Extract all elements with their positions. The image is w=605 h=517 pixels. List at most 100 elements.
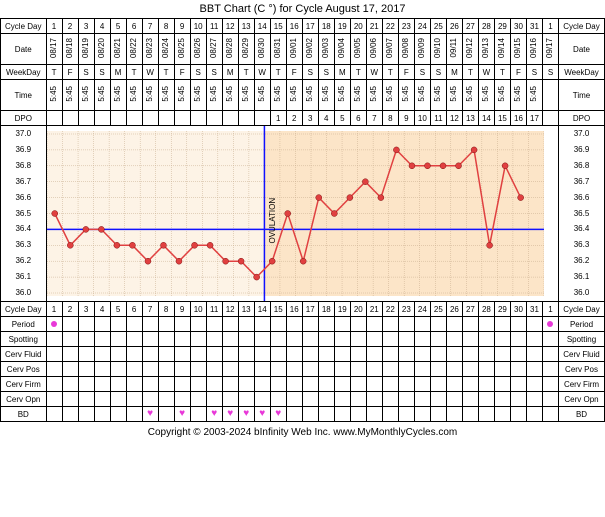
cerv-firm-cell <box>382 377 398 392</box>
weekday-cell: M <box>334 65 350 80</box>
cerv-fluid-cell <box>430 347 446 362</box>
dpo-cell: 17 <box>526 111 542 126</box>
cerv-firm-cell <box>302 377 318 392</box>
cerv-pos-label-right: Cerv Pos <box>559 362 605 377</box>
cerv-opn-cell <box>158 392 174 407</box>
cycle-day-cell: 15 <box>270 19 286 34</box>
dpo-cell <box>190 111 206 126</box>
spotting-cell <box>398 332 414 347</box>
cerv-fluid-cell <box>78 347 94 362</box>
bd-cell: ♥ <box>206 407 222 422</box>
cerv-fluid-cell <box>382 347 398 362</box>
cerv-fluid-cell <box>526 347 542 362</box>
date-cell: 08/23 <box>142 34 158 65</box>
cerv-pos-cell <box>382 362 398 377</box>
bd-cell <box>318 407 334 422</box>
date-cell: 09/03 <box>318 34 334 65</box>
heart-icon: ♥ <box>147 408 153 419</box>
cerv-fluid-cell <box>318 347 334 362</box>
weekday-cell: W <box>142 65 158 80</box>
cerv-opn-cell <box>254 392 270 407</box>
dpo-cell: 1 <box>270 111 286 126</box>
date-cell: 08/20 <box>94 34 110 65</box>
cerv-firm-cell <box>414 377 430 392</box>
dpo-cell: 7 <box>366 111 382 126</box>
cerv-opn-cell <box>510 392 526 407</box>
cycle-day-cell: 5 <box>110 19 126 34</box>
weekday-cell: S <box>302 65 318 80</box>
cerv-opn-label-right: Cerv Opn <box>559 392 605 407</box>
period-label-left: Period <box>1 317 47 332</box>
weekday-label-left: WeekDay <box>1 65 47 80</box>
dpo-cell: 5 <box>334 111 350 126</box>
time-cell <box>542 80 558 111</box>
bd-cell <box>398 407 414 422</box>
dpo-cell: 14 <box>478 111 494 126</box>
cerv-pos-cell <box>238 362 254 377</box>
cerv-firm-cell <box>254 377 270 392</box>
cerv-opn-cell <box>414 392 430 407</box>
period-cell <box>414 317 430 332</box>
cycle-day-bottom-cell: 26 <box>446 302 462 317</box>
spotting-cell <box>78 332 94 347</box>
cerv-fluid-cell <box>46 347 62 362</box>
cerv-firm-label-right: Cerv Firm <box>559 377 605 392</box>
cerv-fluid-label-right: Cerv Fluid <box>559 347 605 362</box>
cerv-fluid-cell <box>190 347 206 362</box>
cerv-opn-cell <box>350 392 366 407</box>
bd-cell: ♥ <box>222 407 238 422</box>
cycle-day-cell: 30 <box>510 19 526 34</box>
cerv-pos-cell <box>286 362 302 377</box>
spotting-cell <box>62 332 78 347</box>
cerv-opn-cell <box>78 392 94 407</box>
weekday-cell: S <box>94 65 110 80</box>
cycle-day-cell: 11 <box>206 19 222 34</box>
cerv-pos-cell <box>174 362 190 377</box>
period-cell <box>494 317 510 332</box>
period-cell <box>62 317 78 332</box>
date-cell: 08/25 <box>174 34 190 65</box>
date-cell: 08/22 <box>126 34 142 65</box>
cycle-day-cell: 3 <box>78 19 94 34</box>
period-cell <box>206 317 222 332</box>
time-cell: 5:45 <box>110 80 126 111</box>
time-cell: 5:45 <box>510 80 526 111</box>
cycle-day-cell: 14 <box>254 19 270 34</box>
dpo-cell <box>126 111 142 126</box>
cerv-firm-cell <box>510 377 526 392</box>
cycle-day-bottom-cell: 25 <box>430 302 446 317</box>
cycle-day-cell: 21 <box>366 19 382 34</box>
time-cell: 5:45 <box>190 80 206 111</box>
cerv-firm-cell <box>238 377 254 392</box>
weekday-cell: W <box>254 65 270 80</box>
heart-icon: ♥ <box>243 408 249 419</box>
spotting-cell <box>542 332 558 347</box>
cerv-fluid-cell <box>158 347 174 362</box>
bd-cell <box>78 407 94 422</box>
cerv-firm-label-left: Cerv Firm <box>1 377 47 392</box>
cerv-opn-cell <box>286 392 302 407</box>
bbt-chart-container: BBT Chart (C °) for Cycle August 17, 201… <box>0 0 605 443</box>
bd-cell: ♥ <box>254 407 270 422</box>
bd-label-right: BD <box>559 407 605 422</box>
time-cell: 5:45 <box>462 80 478 111</box>
spotting-cell <box>350 332 366 347</box>
cerv-firm-cell <box>94 377 110 392</box>
date-cell: 08/29 <box>238 34 254 65</box>
cerv-fluid-label-left: Cerv Fluid <box>1 347 47 362</box>
cycle-day-cell: 1 <box>46 19 62 34</box>
cerv-firm-cell <box>62 377 78 392</box>
cerv-firm-cell <box>318 377 334 392</box>
dpo-cell: 2 <box>286 111 302 126</box>
dpo-cell: 4 <box>318 111 334 126</box>
bd-cell: ♥ <box>270 407 286 422</box>
spotting-cell <box>494 332 510 347</box>
cerv-opn-cell <box>318 392 334 407</box>
weekday-cell: F <box>62 65 78 80</box>
period-cell <box>446 317 462 332</box>
weekday-cell: T <box>382 65 398 80</box>
cerv-opn-cell <box>174 392 190 407</box>
cerv-pos-cell <box>318 362 334 377</box>
cerv-pos-cell <box>302 362 318 377</box>
bd-cell <box>462 407 478 422</box>
